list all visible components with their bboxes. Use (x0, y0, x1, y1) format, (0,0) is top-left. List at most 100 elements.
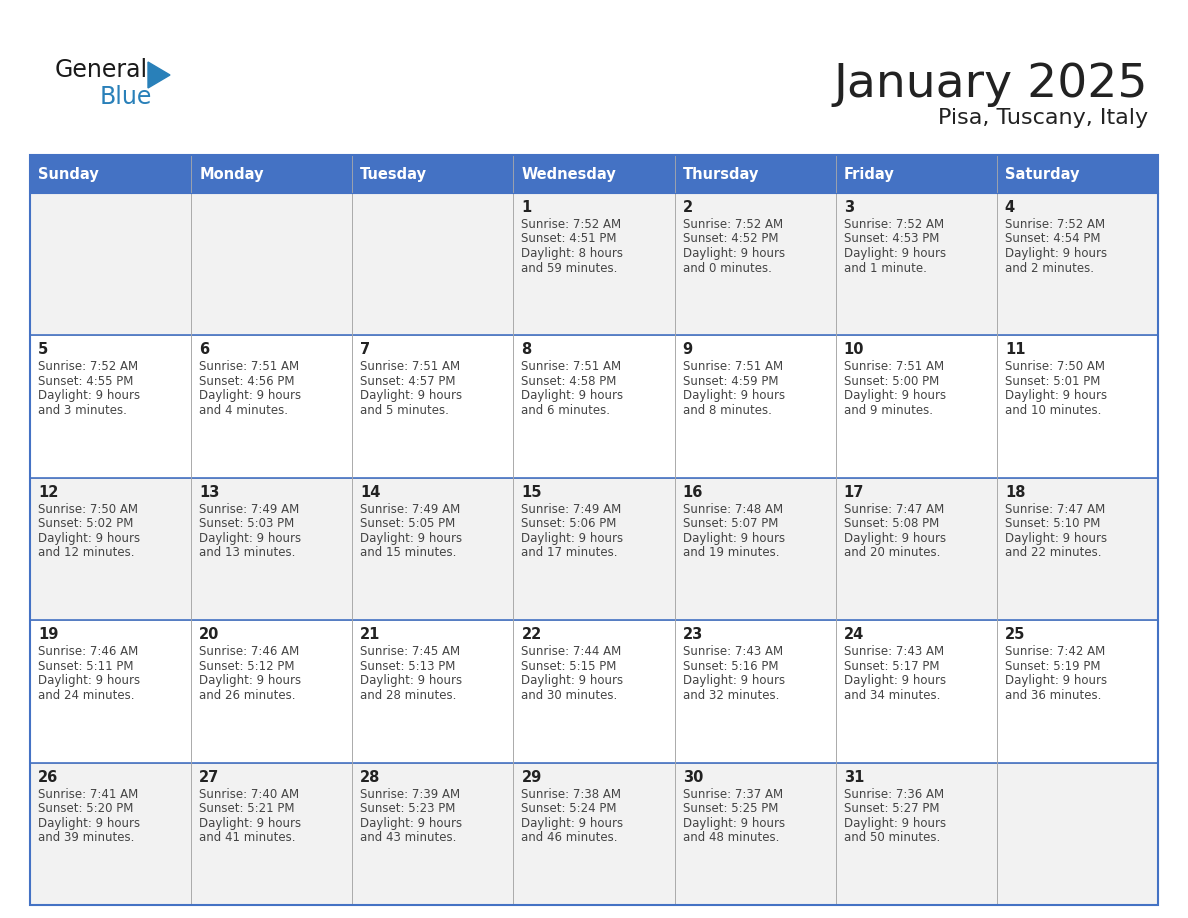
Text: and 50 minutes.: and 50 minutes. (843, 831, 940, 844)
Bar (835, 477, 997, 621)
Text: and 48 minutes.: and 48 minutes. (683, 831, 779, 844)
Text: Blue: Blue (100, 85, 152, 109)
Text: Daylight: 9 hours: Daylight: 9 hours (522, 389, 624, 402)
Text: Sunrise: 7:43 AM: Sunrise: 7:43 AM (683, 645, 783, 658)
Text: and 39 minutes.: and 39 minutes. (38, 831, 134, 844)
Text: Daylight: 9 hours: Daylight: 9 hours (522, 532, 624, 544)
Text: Daylight: 9 hours: Daylight: 9 hours (683, 247, 785, 260)
Bar (513, 335, 675, 477)
Text: Daylight: 9 hours: Daylight: 9 hours (1005, 674, 1107, 688)
Text: Sunset: 5:05 PM: Sunset: 5:05 PM (360, 518, 455, 531)
Bar (513, 621, 675, 763)
Text: Sunrise: 7:49 AM: Sunrise: 7:49 AM (200, 503, 299, 516)
Text: Sunrise: 7:49 AM: Sunrise: 7:49 AM (360, 503, 461, 516)
Bar (513, 477, 675, 621)
Text: Daylight: 9 hours: Daylight: 9 hours (683, 817, 785, 830)
Text: Sunset: 4:57 PM: Sunset: 4:57 PM (360, 375, 456, 388)
Text: Monday: Monday (200, 166, 264, 182)
Text: Daylight: 9 hours: Daylight: 9 hours (1005, 247, 1107, 260)
Text: 4: 4 (1005, 200, 1015, 215)
Text: and 34 minutes.: and 34 minutes. (843, 688, 940, 701)
Text: 2: 2 (683, 200, 693, 215)
Text: and 19 minutes.: and 19 minutes. (683, 546, 779, 559)
Text: Sunrise: 7:52 AM: Sunrise: 7:52 AM (843, 218, 943, 231)
Text: Sunrise: 7:51 AM: Sunrise: 7:51 AM (200, 361, 299, 374)
Bar (353, 193, 513, 335)
Text: Sunrise: 7:49 AM: Sunrise: 7:49 AM (522, 503, 621, 516)
Text: Sunrise: 7:51 AM: Sunrise: 7:51 AM (843, 361, 943, 374)
Text: and 26 minutes.: and 26 minutes. (200, 688, 296, 701)
Text: Sunset: 4:58 PM: Sunset: 4:58 PM (522, 375, 617, 388)
Text: Sunrise: 7:52 AM: Sunrise: 7:52 AM (38, 361, 138, 374)
Text: Daylight: 8 hours: Daylight: 8 hours (522, 247, 624, 260)
Text: Sunset: 4:52 PM: Sunset: 4:52 PM (683, 232, 778, 245)
Text: Daylight: 9 hours: Daylight: 9 hours (522, 817, 624, 830)
Bar (835, 155, 997, 193)
Text: Daylight: 9 hours: Daylight: 9 hours (38, 389, 140, 402)
Text: Tuesday: Tuesday (360, 166, 428, 182)
Bar (353, 477, 513, 621)
Text: and 17 minutes.: and 17 minutes. (522, 546, 618, 559)
Text: Sunset: 5:17 PM: Sunset: 5:17 PM (843, 660, 940, 673)
Bar (675, 477, 835, 621)
Text: Sunset: 5:16 PM: Sunset: 5:16 PM (683, 660, 778, 673)
Bar (997, 155, 1158, 193)
Text: 24: 24 (843, 627, 864, 643)
Bar (675, 621, 835, 763)
Text: Sunrise: 7:47 AM: Sunrise: 7:47 AM (843, 503, 944, 516)
Bar (997, 193, 1158, 335)
Text: Sunset: 5:08 PM: Sunset: 5:08 PM (843, 518, 939, 531)
Text: Daylight: 9 hours: Daylight: 9 hours (843, 674, 946, 688)
Text: Daylight: 9 hours: Daylight: 9 hours (843, 247, 946, 260)
Bar (835, 621, 997, 763)
Text: Sunset: 4:59 PM: Sunset: 4:59 PM (683, 375, 778, 388)
Text: Sunrise: 7:52 AM: Sunrise: 7:52 AM (1005, 218, 1105, 231)
Text: Sunrise: 7:40 AM: Sunrise: 7:40 AM (200, 788, 299, 800)
Text: Sunset: 4:54 PM: Sunset: 4:54 PM (1005, 232, 1100, 245)
Bar (675, 193, 835, 335)
Text: 12: 12 (38, 485, 58, 499)
Text: Sunrise: 7:47 AM: Sunrise: 7:47 AM (1005, 503, 1105, 516)
Text: Sunset: 5:13 PM: Sunset: 5:13 PM (360, 660, 456, 673)
Bar (191, 335, 353, 477)
Text: Daylight: 9 hours: Daylight: 9 hours (360, 389, 462, 402)
Text: 27: 27 (200, 769, 220, 785)
Bar (675, 155, 835, 193)
Text: Daylight: 9 hours: Daylight: 9 hours (1005, 532, 1107, 544)
Text: 7: 7 (360, 342, 371, 357)
Text: and 8 minutes.: and 8 minutes. (683, 404, 771, 417)
Text: Daylight: 9 hours: Daylight: 9 hours (360, 674, 462, 688)
Text: and 22 minutes.: and 22 minutes. (1005, 546, 1101, 559)
Bar (30, 155, 1158, 905)
Text: Sunset: 5:20 PM: Sunset: 5:20 PM (38, 802, 133, 815)
Text: Sunrise: 7:46 AM: Sunrise: 7:46 AM (200, 645, 299, 658)
Text: and 59 minutes.: and 59 minutes. (522, 262, 618, 274)
Text: and 43 minutes.: and 43 minutes. (360, 831, 456, 844)
Text: 26: 26 (38, 769, 58, 785)
Text: and 12 minutes.: and 12 minutes. (38, 546, 134, 559)
Bar (835, 763, 997, 905)
Text: 15: 15 (522, 485, 542, 499)
Text: and 46 minutes.: and 46 minutes. (522, 831, 618, 844)
Bar (191, 193, 353, 335)
Text: Daylight: 9 hours: Daylight: 9 hours (843, 532, 946, 544)
Text: Sunset: 5:21 PM: Sunset: 5:21 PM (200, 802, 295, 815)
Text: Daylight: 9 hours: Daylight: 9 hours (683, 532, 785, 544)
Bar (353, 155, 513, 193)
Text: Sunset: 5:19 PM: Sunset: 5:19 PM (1005, 660, 1100, 673)
Text: General: General (55, 58, 148, 82)
Text: and 36 minutes.: and 36 minutes. (1005, 688, 1101, 701)
Bar (30, 477, 191, 621)
Bar (675, 335, 835, 477)
Text: 10: 10 (843, 342, 864, 357)
Bar (30, 193, 191, 335)
Text: Sunrise: 7:46 AM: Sunrise: 7:46 AM (38, 645, 138, 658)
Bar (30, 763, 191, 905)
Text: and 6 minutes.: and 6 minutes. (522, 404, 611, 417)
Text: Daylight: 9 hours: Daylight: 9 hours (683, 674, 785, 688)
Text: Daylight: 9 hours: Daylight: 9 hours (1005, 389, 1107, 402)
Text: Daylight: 9 hours: Daylight: 9 hours (38, 532, 140, 544)
Text: 18: 18 (1005, 485, 1025, 499)
Text: Sunset: 5:00 PM: Sunset: 5:00 PM (843, 375, 939, 388)
Text: Daylight: 9 hours: Daylight: 9 hours (200, 532, 302, 544)
